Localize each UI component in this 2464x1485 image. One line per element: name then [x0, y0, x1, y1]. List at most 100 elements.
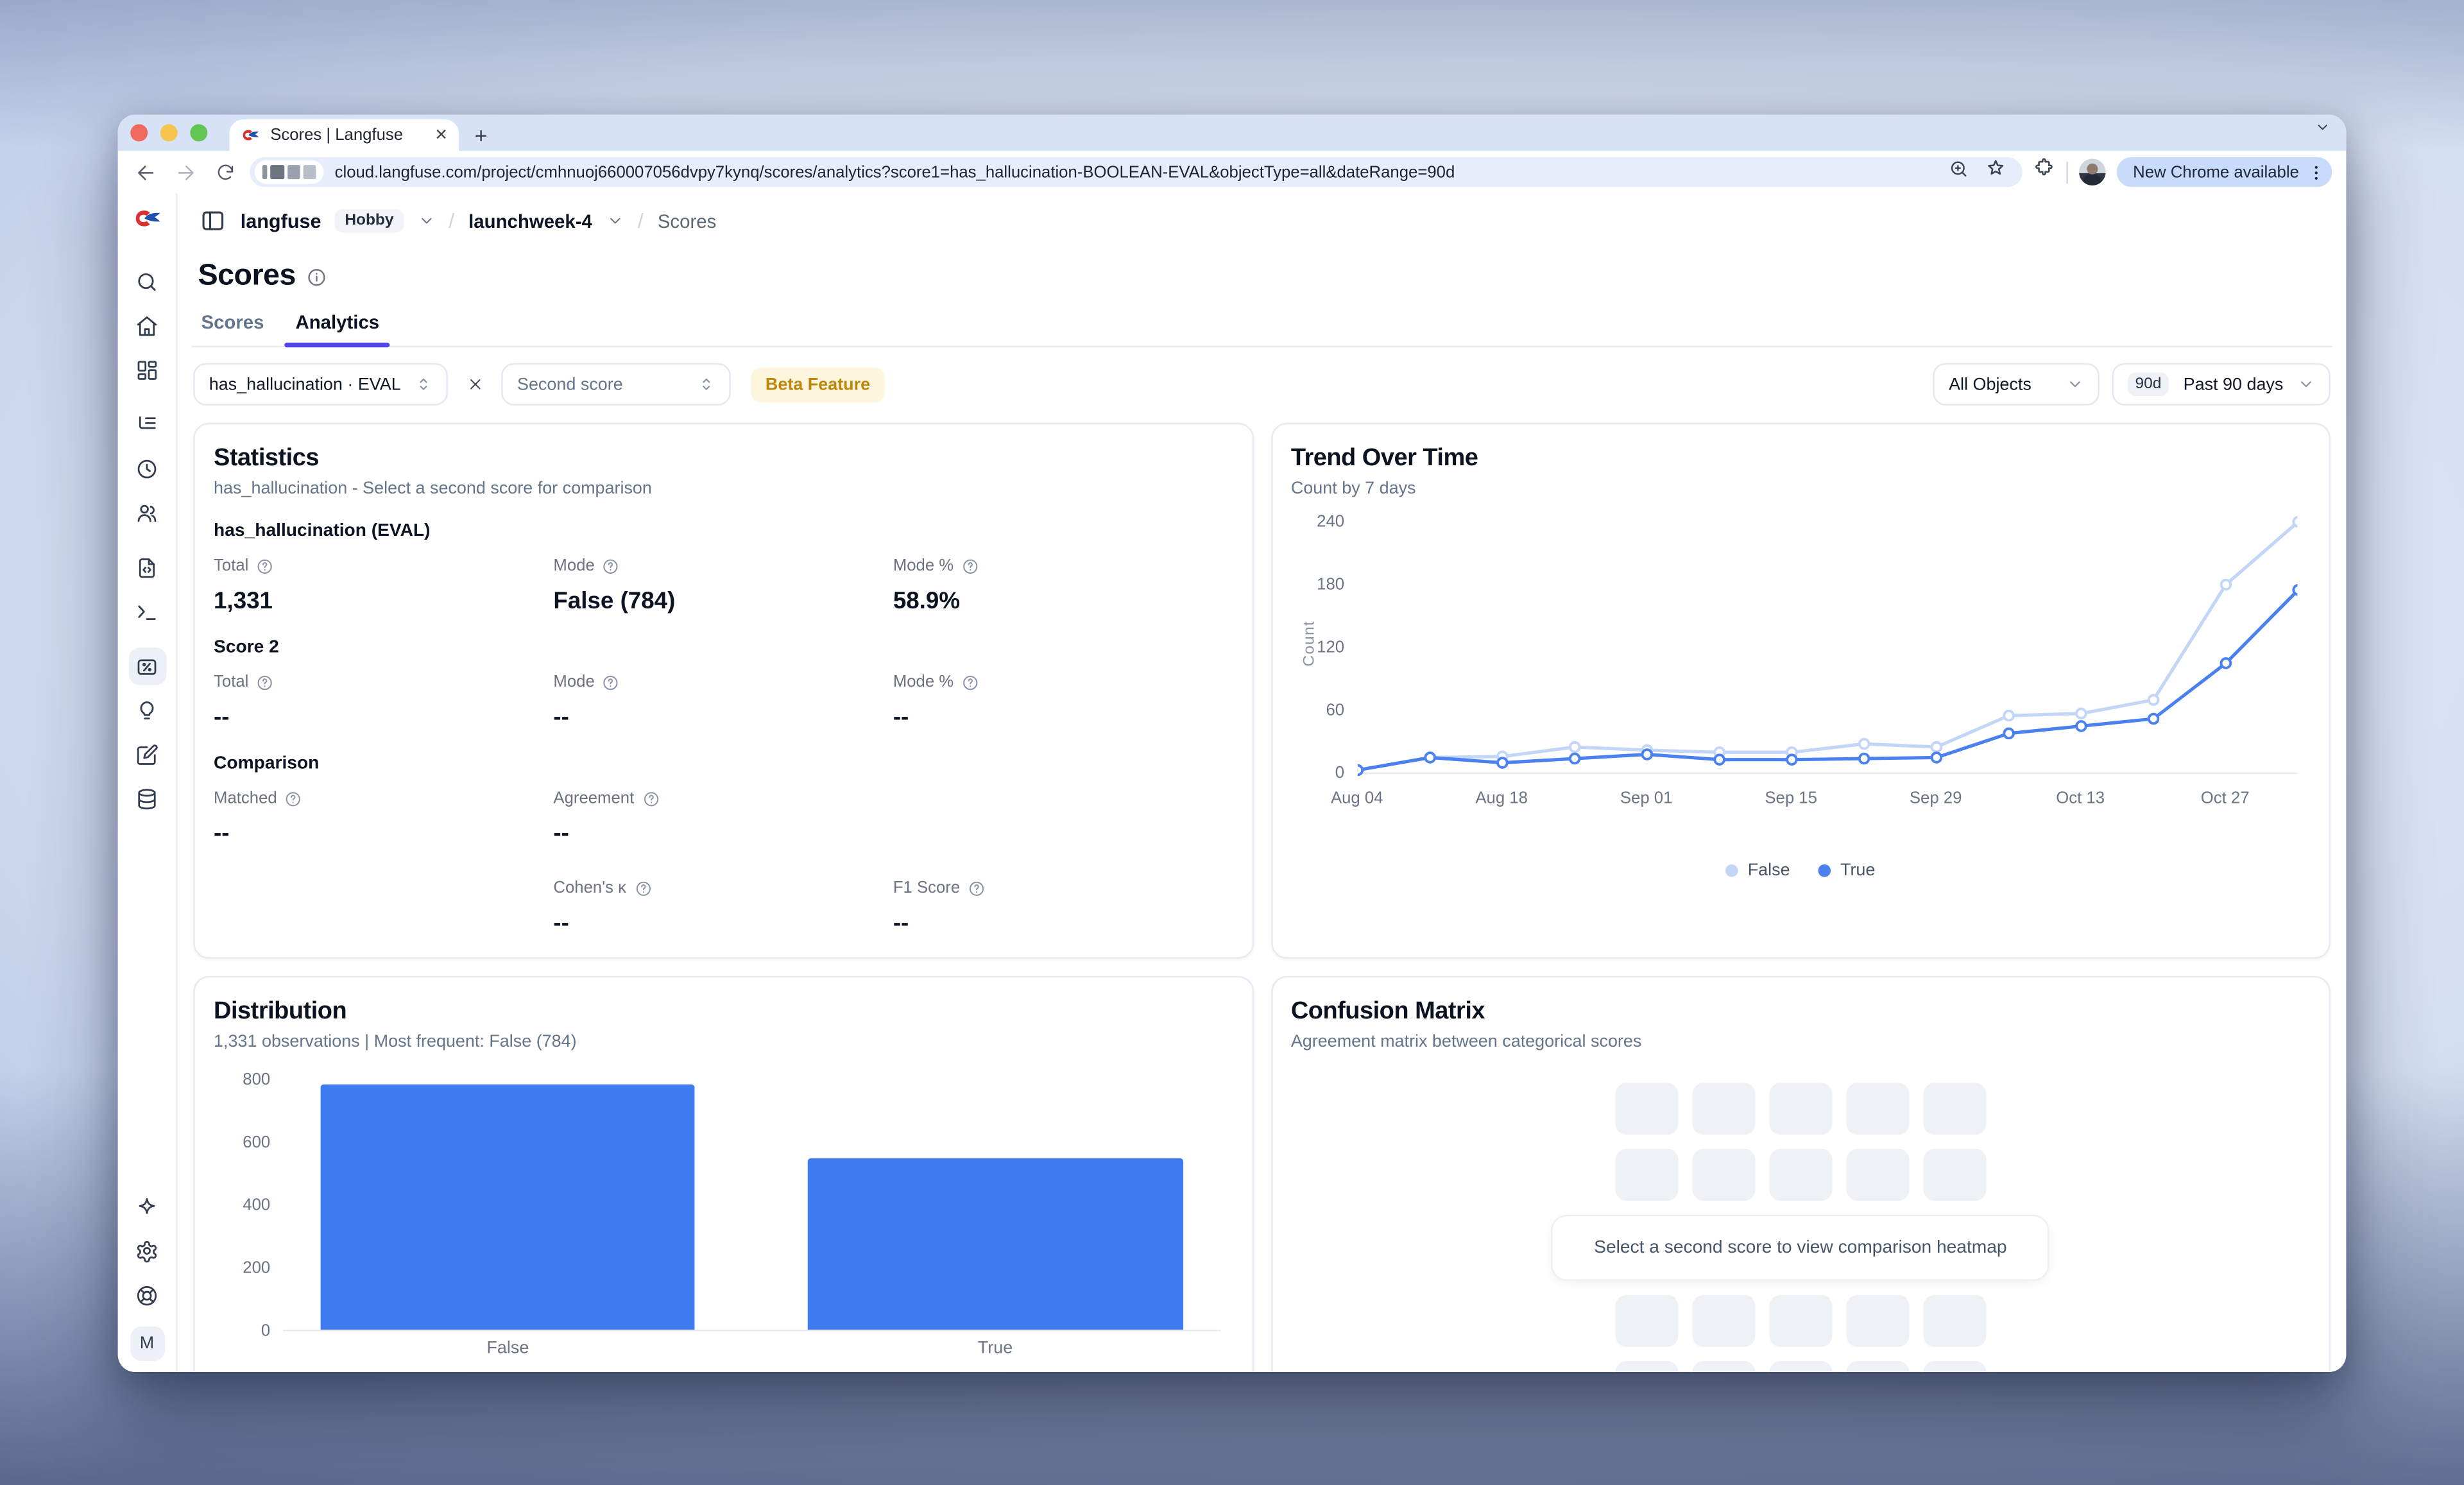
breadcrumb-project[interactable]: launchweek-4 — [468, 209, 592, 232]
page-title: Scores — [198, 259, 296, 293]
profile-avatar[interactable] — [2079, 159, 2107, 185]
langfuse-favicon — [243, 130, 259, 141]
list-tree-icon — [139, 415, 156, 429]
project-switcher-chevron-icon[interactable] — [606, 212, 624, 230]
tab-strip: Scores | Langfuse ✕ + — [117, 114, 2347, 151]
sidebar-item-tracing[interactable] — [128, 406, 166, 443]
trend-x-ticks: Aug 04 Aug 18 Sep 01 Sep 15 Sep 29 Oct 13 Oct … — [1330, 789, 2250, 808]
sidebar-item-whats-new[interactable] — [128, 1188, 166, 1226]
sidebar-item-datasets[interactable] — [128, 780, 166, 818]
sidebar-item-sessions[interactable] — [128, 449, 166, 487]
browser-tab[interactable]: Scores | Langfuse ✕ — [229, 119, 459, 151]
url-bar[interactable]: cloud.langfuse.com/project/cmhnuoj660007… — [250, 157, 2023, 187]
help-icon[interactable] — [603, 557, 620, 574]
help-icon[interactable] — [642, 790, 659, 807]
confusion-matrix-card: Confusion Matrix Agreement matrix betwee… — [1270, 975, 2331, 1372]
sidebar-item-settings[interactable] — [128, 1232, 166, 1270]
gear-icon — [137, 1240, 157, 1262]
date-range-select[interactable]: 90d Past 90 days — [2111, 363, 2331, 406]
sidebar-item-scores[interactable] — [128, 647, 166, 685]
file-code-icon — [139, 557, 155, 578]
placeholder-message: Select a second score to view comparison… — [1552, 1215, 2049, 1281]
org-switcher-chevron-icon[interactable] — [417, 212, 434, 230]
placeholder-cell — [1691, 1294, 1755, 1347]
metric-agreement: Agreement -- — [553, 789, 893, 847]
clear-score1-button[interactable] — [461, 370, 489, 399]
close-window-button[interactable] — [130, 124, 148, 142]
tab-close-icon[interactable]: ✕ — [434, 126, 448, 144]
tab-scores[interactable]: Scores — [201, 311, 264, 334]
reload-button[interactable] — [210, 158, 239, 186]
placeholder-cell — [1845, 1083, 1909, 1135]
info-icon[interactable] — [307, 266, 327, 287]
new-tab-button[interactable]: + — [474, 123, 488, 148]
chrome-update-label: New Chrome available — [2133, 162, 2299, 182]
distribution-subtitle: 1,331 observations | Most frequent: Fals… — [214, 1032, 577, 1052]
forward-button[interactable] — [171, 158, 200, 186]
users-icon — [137, 504, 157, 521]
sidebar-item-search[interactable] — [128, 262, 166, 300]
legend-item-false[interactable]: False — [1725, 861, 1790, 880]
help-icon[interactable] — [968, 879, 985, 897]
breadcrumb-org[interactable]: langfuse — [240, 209, 321, 232]
site-info-chip-redacted[interactable] — [254, 160, 324, 184]
browser-window: Scores | Langfuse ✕ + cloud.langfuse.com… — [117, 114, 2347, 1372]
chrome-update-chip[interactable]: New Chrome available — [2117, 157, 2332, 187]
metric-mode: Mode False (784) — [553, 556, 676, 615]
sidebar-item-evaluation[interactable] — [128, 692, 166, 730]
user-avatar[interactable]: M — [130, 1326, 164, 1361]
statistics-title: Statistics — [214, 445, 319, 472]
scores-percent-icon — [137, 658, 157, 674]
score1-value: has_hallucination · EVAL — [209, 375, 401, 394]
breadcrumb-page[interactable]: Scores — [657, 209, 717, 232]
sidebar-item-prompts[interactable] — [128, 549, 166, 587]
app-sidebar: M — [118, 193, 178, 1372]
trend-y-ticks: 240 180 120 60 0 — [1317, 512, 1345, 783]
sidebar-item-dashboards[interactable] — [128, 350, 166, 388]
minimize-window-button[interactable] — [160, 124, 178, 142]
tab-search-chevron-icon[interactable] — [2314, 115, 2330, 143]
chevrons-up-down-icon — [703, 378, 710, 390]
kebab-menu-icon[interactable] — [2307, 162, 2325, 181]
legend-item-true[interactable]: True — [1818, 861, 1875, 880]
help-icon[interactable] — [961, 673, 979, 691]
back-button[interactable] — [132, 158, 160, 186]
help-icon[interactable] — [257, 673, 274, 691]
metric-f1-score: F1 Score -- — [893, 879, 1233, 937]
help-icon[interactable] — [634, 879, 651, 897]
score2-select[interactable]: Second score — [501, 363, 732, 406]
object-type-select[interactable]: All Objects — [1933, 363, 2100, 406]
placeholder-cell — [1922, 1149, 1986, 1201]
distribution-title: Distribution — [214, 998, 347, 1025]
extensions-puzzle-icon[interactable] — [2034, 157, 2056, 187]
url-text: cloud.langfuse.com/project/cmhnuoj660007… — [334, 162, 1455, 182]
distribution-card: Distribution 1,331 observations | Most f… — [193, 975, 1254, 1372]
beta-feature-badge: Beta Feature — [751, 366, 885, 402]
sidebar-item-playground[interactable] — [128, 592, 166, 630]
sidebar-item-annotation[interactable] — [128, 735, 166, 773]
bar-false[interactable] — [320, 1085, 696, 1330]
score1-select[interactable]: has_hallucination · EVAL — [193, 363, 449, 406]
help-icon[interactable] — [257, 557, 274, 574]
sidebar-toggle-button[interactable] — [198, 207, 227, 235]
placeholder-cell — [1768, 1149, 1832, 1201]
bar-true[interactable] — [807, 1158, 1183, 1330]
sidebar-item-support[interactable] — [128, 1276, 166, 1314]
distribution-chart: 800 600 400 200 0 False True — [214, 1070, 1233, 1372]
placeholder-cell — [1768, 1294, 1832, 1347]
bookmark-star-icon[interactable] — [1985, 157, 2007, 187]
langfuse-logo — [135, 210, 160, 227]
langfuse-app: M langfuse Hobby / launchweek-4 / Scores — [117, 193, 2347, 1372]
help-icon[interactable] — [285, 790, 302, 807]
zoom-in-icon[interactable] — [1949, 158, 1970, 186]
maximize-window-button[interactable] — [190, 124, 208, 142]
help-icon[interactable] — [961, 557, 979, 574]
sidebar-item-home[interactable] — [128, 307, 166, 345]
score1-metrics: Total 1,331 Mode False (784) Mode % 58.9% — [214, 556, 1233, 615]
tab-analytics[interactable]: Analytics — [284, 311, 391, 348]
breadcrumb-separator: / — [449, 209, 455, 233]
help-icon[interactable] — [603, 673, 620, 691]
object-type-value: All Objects — [1949, 375, 2032, 394]
chevron-down-icon — [2301, 381, 2311, 388]
sidebar-item-users[interactable] — [128, 494, 166, 531]
